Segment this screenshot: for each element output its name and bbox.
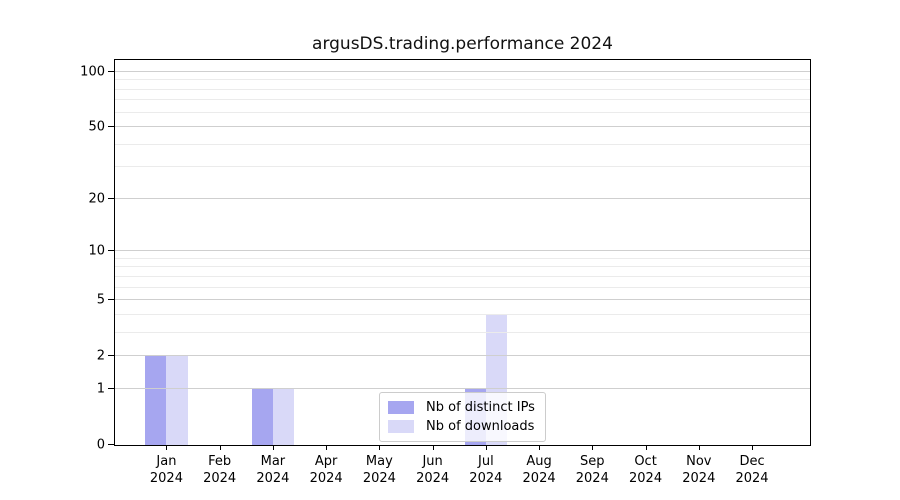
minor-gridline <box>115 88 810 90</box>
major-gridline <box>115 70 810 72</box>
x-tick-mark <box>539 445 541 450</box>
legend-label-downloads: Nb of downloads <box>426 419 535 434</box>
minor-gridline <box>115 286 810 288</box>
y-tick-label: 0 <box>96 437 105 453</box>
x-tick-mark <box>166 445 168 450</box>
y-tick-mark <box>108 250 114 252</box>
x-tick-label: Mar 2024 <box>256 454 290 486</box>
x-tick-mark <box>485 445 487 450</box>
x-tick-mark <box>326 445 328 450</box>
legend-swatch-downloads <box>388 420 414 433</box>
minor-gridline <box>115 313 810 315</box>
minor-gridline <box>115 257 810 259</box>
x-tick-label: Dec 2024 <box>735 454 769 486</box>
x-tick-label: Feb 2024 <box>203 454 237 486</box>
major-gridline <box>115 250 810 252</box>
bar-distinct-ips <box>145 356 167 445</box>
minor-gridline <box>115 166 810 168</box>
minor-gridline <box>115 331 810 333</box>
y-tick-label: 2 <box>96 348 105 364</box>
x-tick-mark <box>752 445 754 450</box>
x-tick-mark <box>272 445 274 450</box>
y-tick-mark <box>108 387 114 389</box>
plot-area: 0 1 2 5 10 20 50 100 Nb of distinct IPs Nb of d… <box>80 59 811 486</box>
legend-item-distinct-ips: Nb of distinct IPs <box>388 398 535 417</box>
y-tick-label: 5 <box>96 292 105 308</box>
y-tick-mark <box>108 444 114 445</box>
major-gridline <box>115 355 810 357</box>
chart-title: argusDS.trading.performance 2024 <box>312 34 613 54</box>
legend-swatch-distinct-ips <box>388 401 414 414</box>
x-tick-label: Aug 2024 <box>522 454 556 486</box>
x-tick-label: Oct 2024 <box>629 454 663 486</box>
major-gridline <box>115 126 810 128</box>
x-tick-mark <box>219 445 221 450</box>
y-tick-label: 100 <box>80 64 105 80</box>
x-tick-label: Apr 2024 <box>309 454 343 486</box>
legend-label-distinct-ips: Nb of distinct IPs <box>426 400 535 415</box>
x-tick-mark <box>698 445 700 450</box>
y-tick-label: 1 <box>96 381 105 397</box>
bar-distinct-ips <box>251 388 273 445</box>
x-tick-label: Nov 2024 <box>682 454 716 486</box>
y-tick-label: 10 <box>88 243 105 259</box>
minor-gridline <box>115 79 810 81</box>
x-tick-label: Jun 2024 <box>416 454 450 486</box>
x-tick-mark <box>592 445 594 450</box>
bar-downloads <box>166 356 188 445</box>
x-tick-label: May 2024 <box>362 454 396 486</box>
y-tick-mark <box>108 197 114 199</box>
major-gridline <box>115 387 810 389</box>
x-tick-mark <box>379 445 381 450</box>
x-tick-mark <box>432 445 434 450</box>
minor-gridline <box>115 275 810 277</box>
legend: Nb of distinct IPs Nb of downloads <box>379 392 546 442</box>
major-gridline <box>115 197 810 199</box>
y-tick-mark <box>108 126 114 128</box>
x-tick-label: Jul 2024 <box>469 454 503 486</box>
y-tick-label: 20 <box>88 191 105 207</box>
legend-item-downloads: Nb of downloads <box>388 417 535 436</box>
y-tick-mark <box>108 70 114 72</box>
x-tick-mark <box>645 445 647 450</box>
minor-gridline <box>115 266 810 268</box>
y-tick-mark <box>108 355 114 357</box>
bar-downloads <box>272 388 295 445</box>
minor-gridline <box>115 143 810 145</box>
major-gridline <box>115 299 810 301</box>
minor-gridline <box>115 111 810 113</box>
x-tick-label: Sep 2024 <box>575 454 609 486</box>
x-tick-label: Jan 2024 <box>149 454 183 486</box>
y-tick-label: 50 <box>88 119 105 135</box>
minor-gridline <box>115 99 810 101</box>
y-tick-mark <box>108 299 114 301</box>
